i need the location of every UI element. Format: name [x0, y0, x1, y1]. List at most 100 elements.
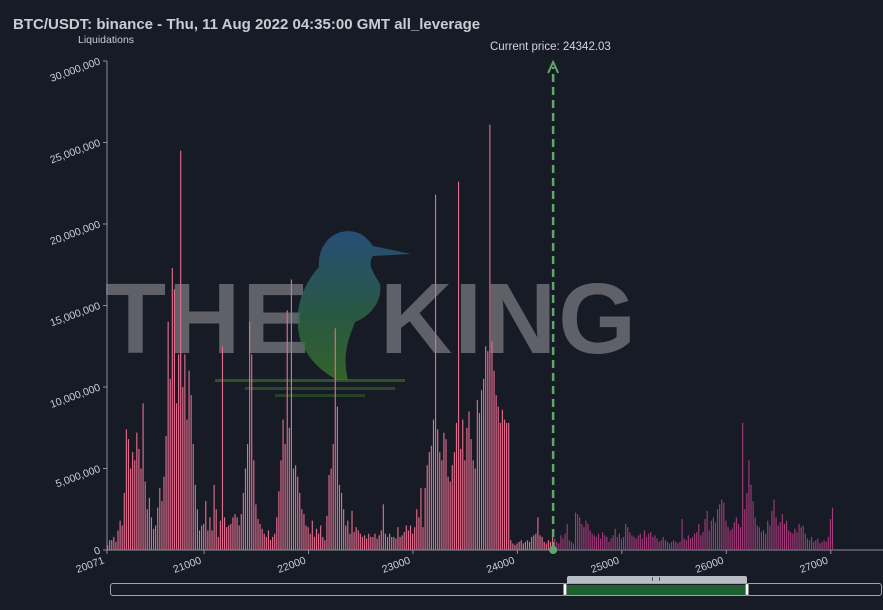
liquidation-bar — [694, 533, 696, 550]
liquidation-bar — [487, 351, 489, 550]
liquidation-bar — [671, 541, 673, 550]
navigator-track[interactable] — [110, 583, 882, 596]
liquidation-bar — [462, 419, 464, 550]
liquidation-bar — [558, 543, 560, 550]
liquidation-bar — [733, 522, 735, 550]
liquidation-bar — [441, 460, 443, 550]
liquidation-bar — [152, 528, 155, 550]
liquidation-bar — [813, 541, 815, 550]
liquidation-bar — [424, 488, 426, 550]
liquidation-bar — [297, 476, 299, 550]
liquidation-bar — [280, 460, 282, 550]
liquidation-bar — [489, 124, 491, 550]
liquidation-bar — [322, 536, 324, 550]
liquidation-bar — [804, 533, 806, 550]
liquidation-bar — [175, 403, 178, 550]
liquidation-bar — [324, 540, 326, 550]
liquidation-bar — [746, 492, 748, 550]
liquidation-bar — [723, 502, 725, 550]
liquidation-bar — [631, 535, 633, 550]
liquidation-bar — [198, 530, 201, 550]
liquidation-bar — [409, 525, 412, 550]
liquidation-bar — [115, 541, 117, 550]
liquidation-bar — [608, 541, 610, 550]
liquidation-bar — [708, 530, 710, 550]
liquidation-bar — [543, 541, 545, 550]
liquidation-bar — [343, 509, 345, 550]
liquidation-bar — [432, 419, 435, 550]
liquidation-bar — [221, 346, 224, 550]
liquidation-bar — [332, 444, 334, 550]
liquidation-bar — [531, 536, 533, 550]
liquidation-bar — [234, 514, 236, 550]
liquidation-bar — [652, 536, 654, 550]
navigator-grip-icon[interactable] — [652, 577, 660, 581]
liquidation-bar — [662, 536, 664, 550]
navigator-left-handle[interactable] — [563, 583, 567, 596]
liquidation-bar — [376, 538, 378, 550]
liquidation-bar — [399, 536, 401, 550]
liquidation-bar — [138, 448, 140, 550]
liquidation-bar — [742, 422, 744, 550]
liquidation-bar — [633, 536, 635, 550]
liquidation-bar — [765, 533, 767, 550]
liquidation-bar — [524, 541, 526, 550]
liquidation-bar — [478, 413, 481, 550]
liquidation-bar — [286, 310, 288, 550]
liquidation-bar — [570, 541, 572, 550]
y-tick-label: 30,000,000 — [49, 55, 103, 84]
liquidation-bar — [719, 504, 721, 550]
liquidation-bar — [779, 522, 781, 550]
liquidation-bar — [587, 523, 589, 550]
liquidation-bar — [727, 527, 729, 550]
liquidation-bar — [363, 535, 366, 550]
liquidation-bar — [309, 533, 311, 550]
liquidation-bar — [182, 387, 184, 550]
liquidation-bar — [740, 527, 742, 550]
navigator-scrollbar[interactable] — [567, 576, 747, 583]
liquidation-chart: 0 5,000,000 10,000,000 15,000,000 20,000,000… — [49, 55, 883, 575]
liquidation-bar — [217, 536, 219, 550]
navigator-selected-range[interactable] — [565, 585, 748, 595]
liquidation-bar — [501, 409, 503, 550]
liquidation-bar — [658, 541, 660, 550]
liquidation-bar — [643, 530, 646, 550]
liquidation-bar — [301, 509, 303, 550]
liquidation-bar — [349, 533, 351, 550]
liquidation-bar — [223, 517, 226, 550]
liquidation-bar — [618, 533, 620, 550]
liquidation-bar — [418, 517, 420, 550]
liquidation-bar — [445, 439, 447, 550]
liquidation-bar — [681, 519, 683, 550]
liquidation-bar — [520, 540, 522, 550]
liquidation-bar — [284, 444, 286, 550]
liquidation-bar — [819, 543, 821, 550]
liquidation-bar — [414, 527, 416, 550]
liquidation-bar — [508, 422, 510, 550]
liquidation-bar — [196, 509, 198, 550]
liquidation-bar — [129, 468, 132, 550]
liquidation-bar — [455, 422, 458, 550]
liquidation-bar — [236, 517, 238, 550]
liquidation-bar — [700, 535, 702, 550]
navigator-right-handle[interactable] — [745, 583, 749, 596]
liquidation-bar — [142, 403, 144, 550]
liquidation-bar — [453, 452, 455, 550]
liquidation-bar — [123, 492, 125, 550]
liquidation-bar — [821, 541, 823, 550]
liquidation-bar — [689, 538, 692, 550]
liquidation-bar — [829, 519, 831, 550]
liquidation-bar — [326, 515, 328, 550]
liquidation-bar — [790, 532, 792, 550]
liquidation-bar — [328, 475, 330, 550]
liquidation-bar — [756, 525, 758, 550]
liquidation-bar — [706, 510, 708, 550]
liquidation-bar — [758, 527, 760, 550]
liquidation-bar — [389, 533, 391, 550]
liquidation-bar — [109, 540, 111, 550]
liquidation-bar — [470, 439, 472, 550]
liquidation-bar — [600, 538, 602, 550]
liquidation-bar — [242, 492, 244, 550]
liquidation-bar — [274, 533, 276, 550]
liquidation-bar — [213, 484, 215, 550]
